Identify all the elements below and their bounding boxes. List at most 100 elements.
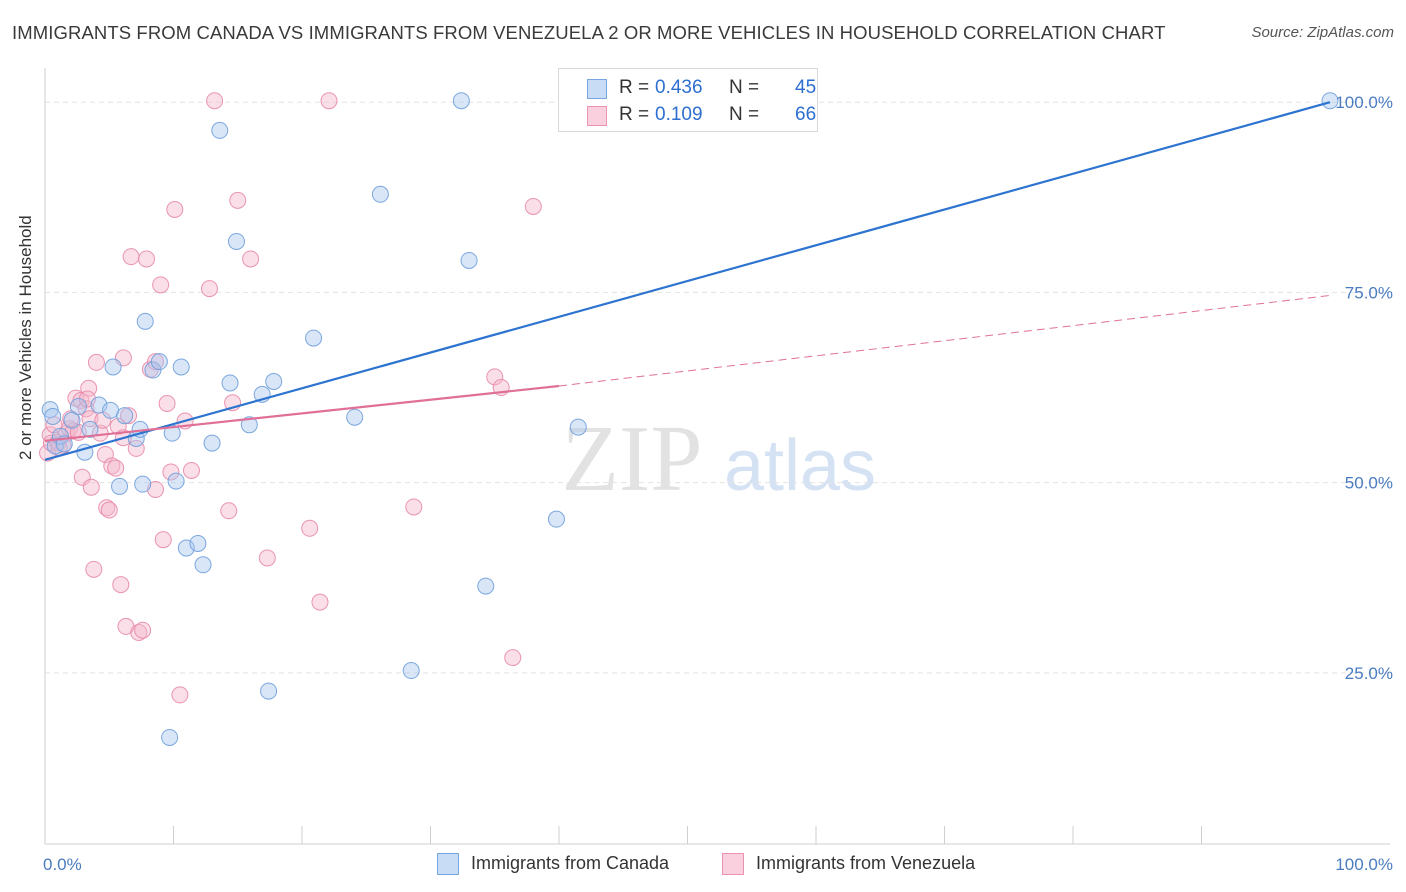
venezuela-point: [147, 480, 165, 498]
venezuela-point: [166, 201, 184, 219]
canada-point: [240, 416, 258, 434]
canada-point: [346, 408, 364, 426]
venezuela-point: [158, 395, 176, 413]
y-tick-label: 75.0%: [1345, 283, 1393, 302]
venezuela-point: [127, 439, 145, 457]
venezuela-point: [220, 502, 238, 520]
trend-lines: [44, 101, 1331, 461]
venezuela-point: [109, 417, 127, 435]
venezuela-point: [504, 649, 522, 667]
y-axis-label: 2 or more Vehicles in Household: [16, 215, 35, 460]
venezuela-point: [311, 593, 329, 611]
canada-point: [134, 475, 152, 493]
canada-point: [460, 251, 478, 269]
venezuela-point: [258, 549, 276, 567]
bottom-legend-canada-label: Immigrants from Canada: [471, 853, 670, 873]
venezuela-point: [120, 407, 138, 425]
canada-point: [402, 662, 420, 680]
canada-point: [221, 374, 239, 392]
legend-canada-r: 0.436: [655, 77, 703, 98]
venezuela-trend-line: [44, 384, 560, 442]
venezuela-point: [171, 686, 189, 704]
venezuela-point: [320, 92, 338, 110]
venezuela-point: [242, 250, 260, 268]
canada-point: [194, 556, 212, 574]
venezuela-point: [206, 92, 224, 110]
canada-point: [1321, 92, 1339, 110]
watermark: ZIP atlas: [562, 407, 877, 511]
canada-swatch: [437, 853, 459, 875]
canada-point: [172, 358, 190, 376]
canada-point: [161, 728, 179, 746]
y-tick-label: 50.0%: [1345, 474, 1393, 493]
canada-point: [136, 312, 154, 330]
venezuela-point: [182, 461, 200, 479]
venezuela-point: [82, 478, 100, 496]
canada-point: [44, 407, 62, 425]
canada-point: [305, 329, 323, 347]
venezuela-point: [85, 560, 103, 578]
legend-r-label: R =: [619, 104, 650, 125]
venezuela-point: [200, 280, 218, 298]
venezuela-point: [154, 531, 172, 549]
venezuela-point: [112, 576, 130, 594]
grid: [45, 101, 1390, 674]
canada-point: [150, 353, 168, 371]
venezuela-swatch: [722, 853, 744, 875]
canada-point: [63, 411, 81, 429]
venezuela-point: [138, 250, 156, 268]
x-tick-label: 100.0%: [1335, 855, 1393, 874]
venezuela-point: [98, 499, 116, 517]
canada-point: [371, 185, 389, 203]
watermark-atlas: atlas: [724, 426, 876, 506]
canada-point: [569, 418, 587, 436]
venezuela-swatch: [587, 106, 607, 126]
canada-point: [102, 401, 120, 419]
legend-canada-n: 45: [795, 77, 817, 98]
venezuela-point: [100, 501, 118, 519]
canada-point: [81, 420, 99, 438]
canada-point: [265, 372, 283, 390]
venezuela-point: [162, 463, 180, 481]
venezuela-points: [39, 92, 542, 704]
chart-title: IMMIGRANTS FROM CANADA VS IMMIGRANTS FRO…: [12, 22, 1166, 43]
stats-legend: R = 0.436 N = 45 R = 0.109 N = 66: [558, 68, 818, 132]
canada-trend-line: [44, 101, 1331, 461]
canada-point: [144, 361, 162, 379]
x-tick-label: 0.0%: [43, 855, 82, 874]
venezuela-point: [134, 621, 152, 639]
canada-point: [452, 92, 470, 110]
tick-labels: 25.0% 50.0% 75.0% 100.0% 0.0% 100.0%: [43, 93, 1393, 874]
legend-venezuela-n: 66: [795, 104, 817, 125]
canada-swatch: [587, 79, 607, 99]
canada-point: [111, 477, 129, 495]
legend-n-label: N =: [729, 77, 760, 98]
venezuela-point: [229, 191, 247, 209]
canada-point: [189, 534, 207, 552]
canada-point: [227, 232, 245, 250]
venezuela-point: [405, 498, 423, 516]
axes: [44, 68, 1390, 845]
venezuela-point: [301, 519, 319, 537]
canada-point: [211, 121, 229, 139]
bottom-legend-venezuela-label: Immigrants from Venezuela: [756, 853, 976, 873]
canada-point: [104, 358, 122, 376]
venezuela-trend-line: [558, 294, 1331, 387]
y-tick-label: 25.0%: [1345, 664, 1393, 683]
legend-n-label: N =: [729, 104, 760, 125]
canada-point: [203, 434, 221, 452]
venezuela-point: [524, 197, 542, 215]
canada-point: [547, 510, 565, 528]
venezuela-point: [87, 353, 105, 371]
canada-point: [116, 407, 134, 425]
canada-point: [41, 401, 59, 419]
canada-point: [260, 682, 278, 700]
legend-r-label: R =: [619, 77, 650, 98]
venezuela-point: [152, 276, 170, 294]
source-label: Source: ZipAtlas.com: [1251, 24, 1394, 41]
watermark-zip: ZIP: [562, 407, 703, 511]
canada-point: [69, 398, 87, 416]
venezuela-point: [122, 248, 140, 266]
canada-point: [167, 472, 185, 490]
